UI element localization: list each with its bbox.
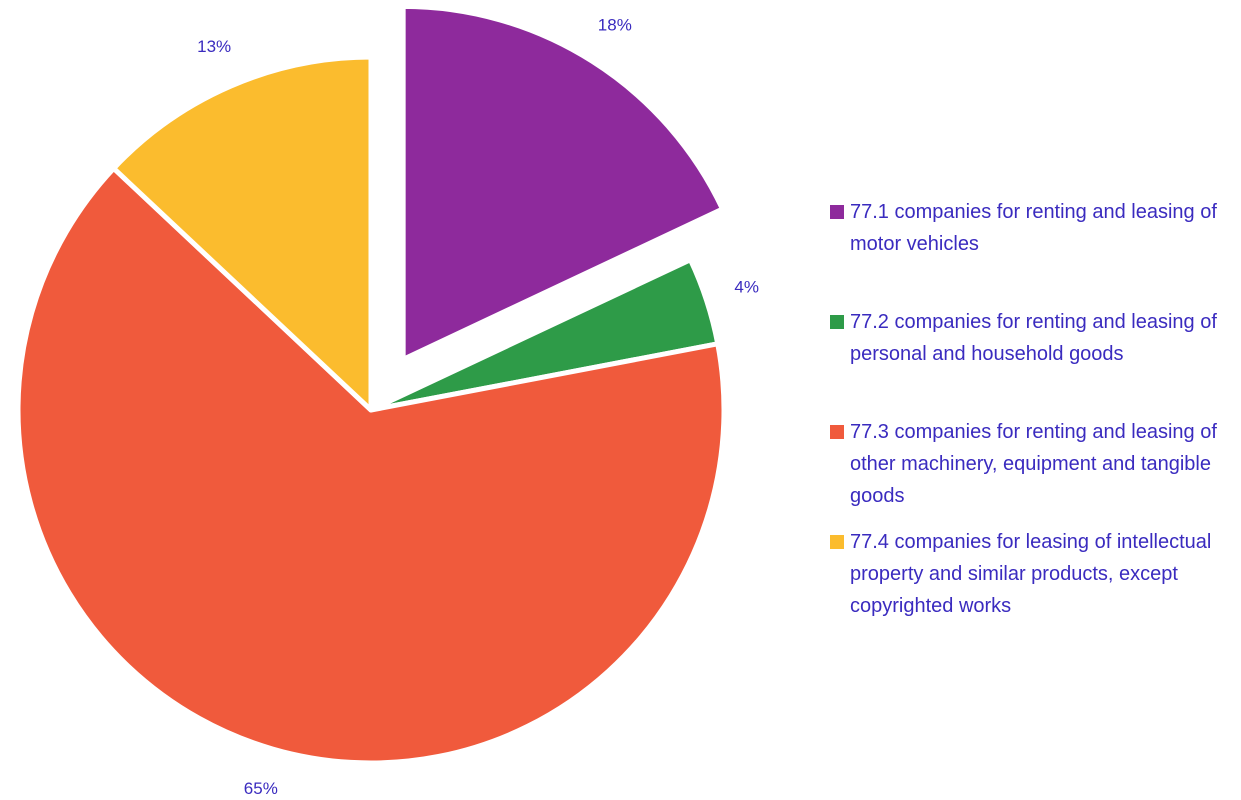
legend-label: 77.2 companies for renting and leasing o… xyxy=(850,311,1217,365)
legend-label: 77.1 companies for renting and leasing o… xyxy=(850,201,1217,255)
pie-slice xyxy=(400,3,726,362)
legend-item: 77.1 companies for renting and leasing o… xyxy=(830,196,1230,260)
legend-swatch xyxy=(830,425,844,439)
data-label: 18% xyxy=(598,15,632,34)
legend-label: 77.3 companies for renting and leasing o… xyxy=(850,421,1217,507)
data-label: 65% xyxy=(244,779,278,798)
legend-item: 77.3 companies for renting and leasing o… xyxy=(830,416,1230,512)
pie-slice xyxy=(15,165,727,766)
legend-label: 77.4 companies for leasing of intellectu… xyxy=(850,531,1212,617)
data-label: 13% xyxy=(197,37,231,56)
pie-slice xyxy=(111,54,374,413)
legend-item: 77.2 companies for renting and leasing o… xyxy=(830,306,1230,370)
legend-swatch xyxy=(830,205,844,219)
legend-swatch xyxy=(830,315,844,329)
legend-item: 77.4 companies for leasing of intellectu… xyxy=(830,526,1230,622)
legend-swatch xyxy=(830,535,844,549)
data-label: 4% xyxy=(734,277,759,296)
